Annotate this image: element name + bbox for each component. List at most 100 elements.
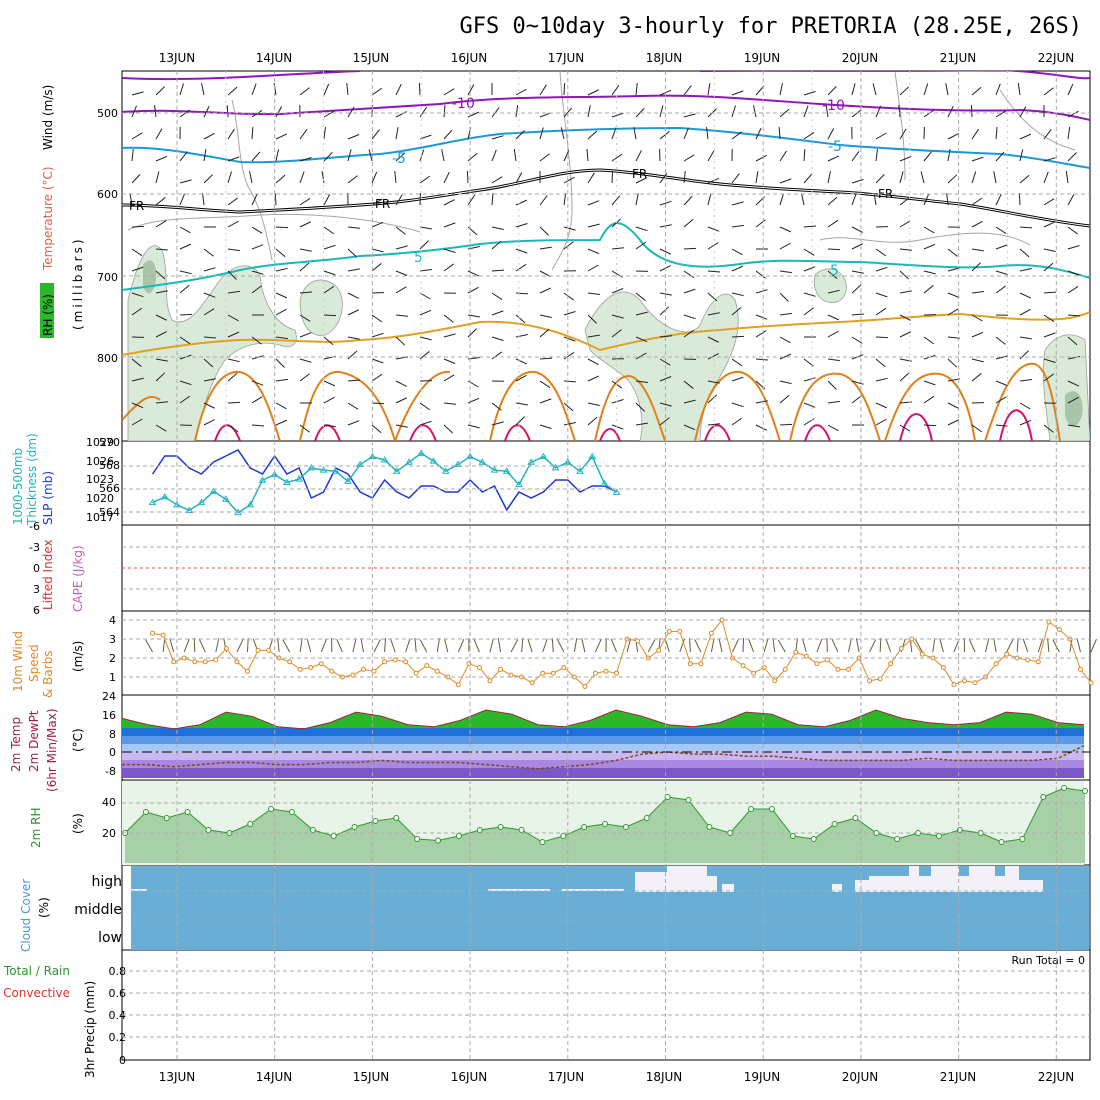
upper-barb (371, 263, 382, 272)
upper-barb (203, 308, 215, 316)
upper-barb (899, 197, 910, 206)
rh-point (831, 821, 838, 827)
upper-barb (371, 129, 380, 140)
wind10-point (919, 651, 925, 657)
upper-barb (1043, 87, 1054, 96)
upper-barb (1067, 380, 1080, 387)
wind10-point (413, 670, 419, 676)
upper-barb (611, 112, 624, 118)
wind10-barb (1006, 639, 1014, 653)
date-label: 13JUN (159, 51, 196, 65)
wind10-point (360, 666, 366, 672)
upper-barb (323, 152, 333, 162)
wind10-point (961, 678, 967, 684)
thickness-ticks: 570 568 566 564 (99, 436, 120, 519)
upper-barb (563, 402, 574, 412)
upper-barb (683, 127, 689, 140)
upper-barb (683, 218, 694, 228)
upper-barb (779, 150, 787, 162)
wind10-point (740, 663, 746, 669)
upper-barb (467, 152, 478, 162)
date-label: 14JUN (256, 1070, 293, 1084)
temp-panel: 24 16 8 0 -8 2m Temp 2m DewPt (6hr Min/M… (9, 690, 1090, 792)
upper-barb (275, 336, 288, 340)
rh-point (351, 824, 358, 830)
upper-barb (995, 270, 1008, 275)
upper-barb (419, 269, 432, 272)
upper-barb (611, 288, 624, 294)
rh-point (476, 827, 483, 833)
upper-barb (873, 193, 877, 206)
wind10-point (297, 666, 303, 672)
wind10-barb (551, 637, 554, 653)
tick-label: 0 (33, 562, 40, 575)
upper-barb (611, 424, 624, 430)
upper-barb (321, 171, 325, 184)
upper-barb (395, 245, 408, 250)
rh-point (956, 827, 963, 833)
wind10-barb (1037, 638, 1044, 653)
upper-barb (851, 179, 864, 184)
wind10-point (487, 678, 493, 684)
tick-label: 16 (102, 709, 116, 722)
wind10-point (951, 682, 957, 688)
upper-barb (443, 105, 446, 118)
upper-barb (587, 358, 599, 366)
upper-barb (227, 197, 239, 206)
wind10-point (888, 661, 894, 667)
upper-barb (1067, 336, 1078, 346)
rh-point (602, 821, 608, 827)
upper-barb (827, 400, 840, 404)
upper-barb (587, 248, 600, 255)
upper-barb (875, 105, 882, 118)
upper-barb (203, 248, 214, 257)
date-label: 22JUN (1038, 1070, 1075, 1084)
date-label: 21JUN (940, 51, 977, 65)
rh-point (247, 821, 254, 827)
upper-barb (155, 86, 165, 96)
upper-barb (274, 192, 277, 206)
upper-barb (515, 402, 528, 406)
upper-barb (803, 148, 806, 162)
temp-bands (122, 728, 1084, 778)
wind10-barb (610, 638, 617, 653)
upper-barb (251, 193, 258, 206)
upper-barb (513, 149, 517, 162)
upper-barb (371, 198, 383, 206)
upper-barb (1043, 373, 1055, 382)
upper-barb (611, 399, 624, 404)
upper-barb (1043, 314, 1055, 322)
upper-barb (275, 419, 288, 426)
rh-point (894, 836, 901, 842)
upper-barb (898, 105, 901, 118)
wind10-point (793, 649, 799, 655)
temp-series (121, 709, 1085, 770)
thickness-point (515, 480, 523, 488)
upper-barb (779, 292, 789, 302)
upper-barb (707, 242, 719, 250)
wind10-point (1056, 627, 1062, 632)
upper-barb (731, 265, 744, 272)
upper-barb (659, 376, 672, 382)
upper-barb (971, 424, 983, 433)
wind10-point (529, 680, 535, 686)
temp-ticks: 24 16 8 0 -8 (102, 690, 116, 778)
precip-frame (121, 949, 1091, 1061)
upper-barb (827, 270, 838, 280)
upper-barb (131, 248, 143, 257)
wind10-barb (710, 638, 715, 653)
thickness-point (185, 506, 194, 513)
upper-barb (971, 248, 984, 252)
upper-barb (227, 372, 238, 382)
thickness-point (283, 478, 291, 485)
upper-barb (659, 417, 670, 426)
date-label: 15JUN (353, 1070, 390, 1084)
upper-barb (923, 151, 932, 162)
wind10-point (845, 666, 851, 672)
upper-barb (635, 311, 648, 316)
upper-barb (563, 193, 567, 206)
upper-barb (347, 292, 359, 299)
upper-barb (155, 270, 166, 280)
wind10-point (782, 666, 788, 672)
thickness-point (551, 463, 560, 471)
